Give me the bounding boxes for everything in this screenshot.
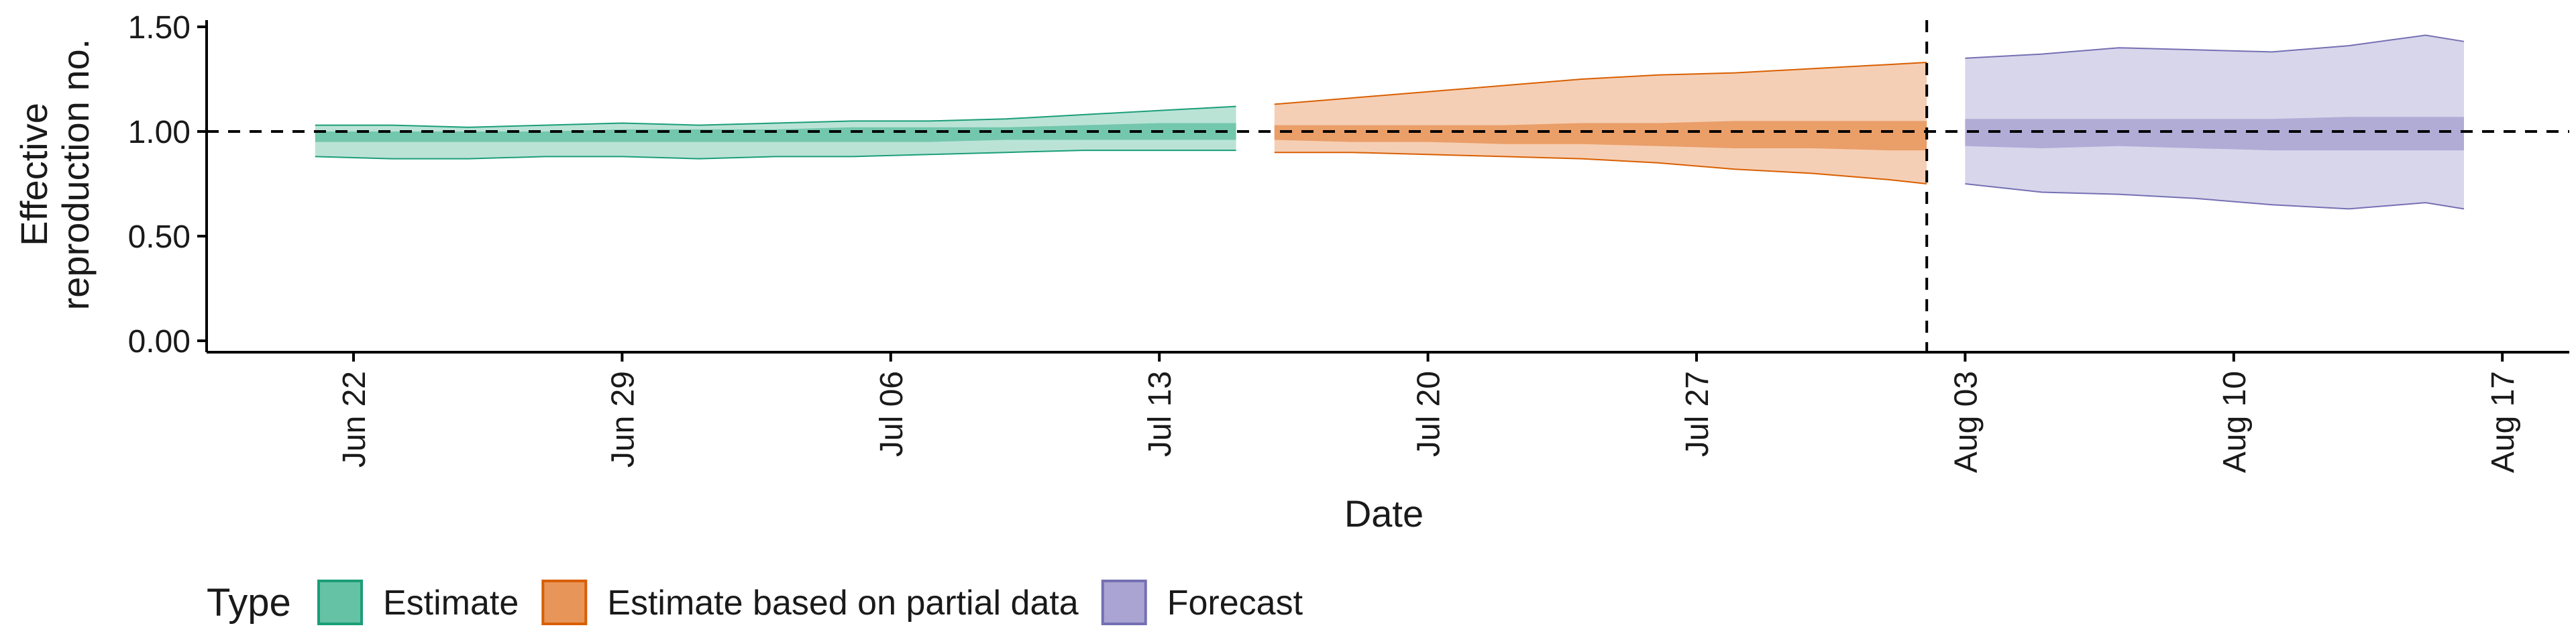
series-estimate-based-on-partial-data bbox=[1274, 62, 1927, 184]
band-50-forecast bbox=[1965, 117, 2464, 151]
reference-lines bbox=[207, 20, 2569, 352]
legend-key-estimate bbox=[317, 580, 363, 625]
band-layer bbox=[315, 34, 2465, 210]
x-tick-label: Jul 27 bbox=[1680, 371, 1715, 457]
band-90-upper-edge-estimate bbox=[315, 105, 1236, 128]
legend-key-forecast bbox=[1101, 580, 1147, 625]
legend-label-estimate: Estimate bbox=[383, 584, 519, 623]
y-tick-label: 0.50 bbox=[128, 219, 191, 255]
x-tick-label: Jul 13 bbox=[1142, 371, 1178, 457]
x-tick-label: Jul 06 bbox=[874, 371, 910, 457]
legend-key-estimate-based-on-partial-data bbox=[541, 580, 588, 625]
x-tick-label: Aug 17 bbox=[2485, 371, 2521, 473]
y-axis-label-line-2: reproduction no. bbox=[54, 39, 97, 311]
legend-label-forecast: Forecast bbox=[1167, 584, 1303, 623]
y-tick-label: 1.00 bbox=[128, 115, 191, 150]
series-forecast bbox=[1965, 34, 2465, 210]
band-50-estimate-based-on-partial-data bbox=[1274, 121, 1927, 151]
band-90-lower-edge-estimate bbox=[315, 150, 1236, 160]
x-tick-label: Jun 22 bbox=[337, 371, 372, 468]
y-axis-label-line-1: Effective bbox=[13, 103, 55, 246]
band-90-lower-edge-estimate-based-on-partial-data bbox=[1274, 152, 1927, 184]
band-90-upper-edge-estimate-based-on-partial-data bbox=[1274, 62, 1927, 105]
y-tick-label: 0.00 bbox=[128, 324, 191, 360]
x-tick-label: Aug 10 bbox=[2217, 371, 2253, 473]
x-tick-label: Jun 29 bbox=[605, 371, 641, 468]
band-90-upper-edge-forecast bbox=[1965, 34, 2465, 59]
axis-labels: Effective reproduction no. Date bbox=[13, 39, 1424, 535]
legend: Type Estimate Estimate based on partial d… bbox=[207, 580, 1303, 625]
x-axis-label: Date bbox=[1344, 492, 1424, 535]
legend-label-estimate-based-on-partial-data: Estimate based on partial data bbox=[607, 584, 1079, 623]
x-tick-label: Aug 03 bbox=[1948, 371, 1984, 473]
x-tick-label: Jul 20 bbox=[1411, 371, 1447, 457]
legend-title: Type bbox=[207, 581, 291, 625]
y-tick-label: 1.50 bbox=[128, 10, 191, 46]
axes: 0.00 0.50 1.00 1.50 Jun 22 Jun 29 Jul 06 Jul 13… bbox=[128, 10, 2569, 473]
band-90-lower-edge-forecast bbox=[1965, 183, 2465, 210]
